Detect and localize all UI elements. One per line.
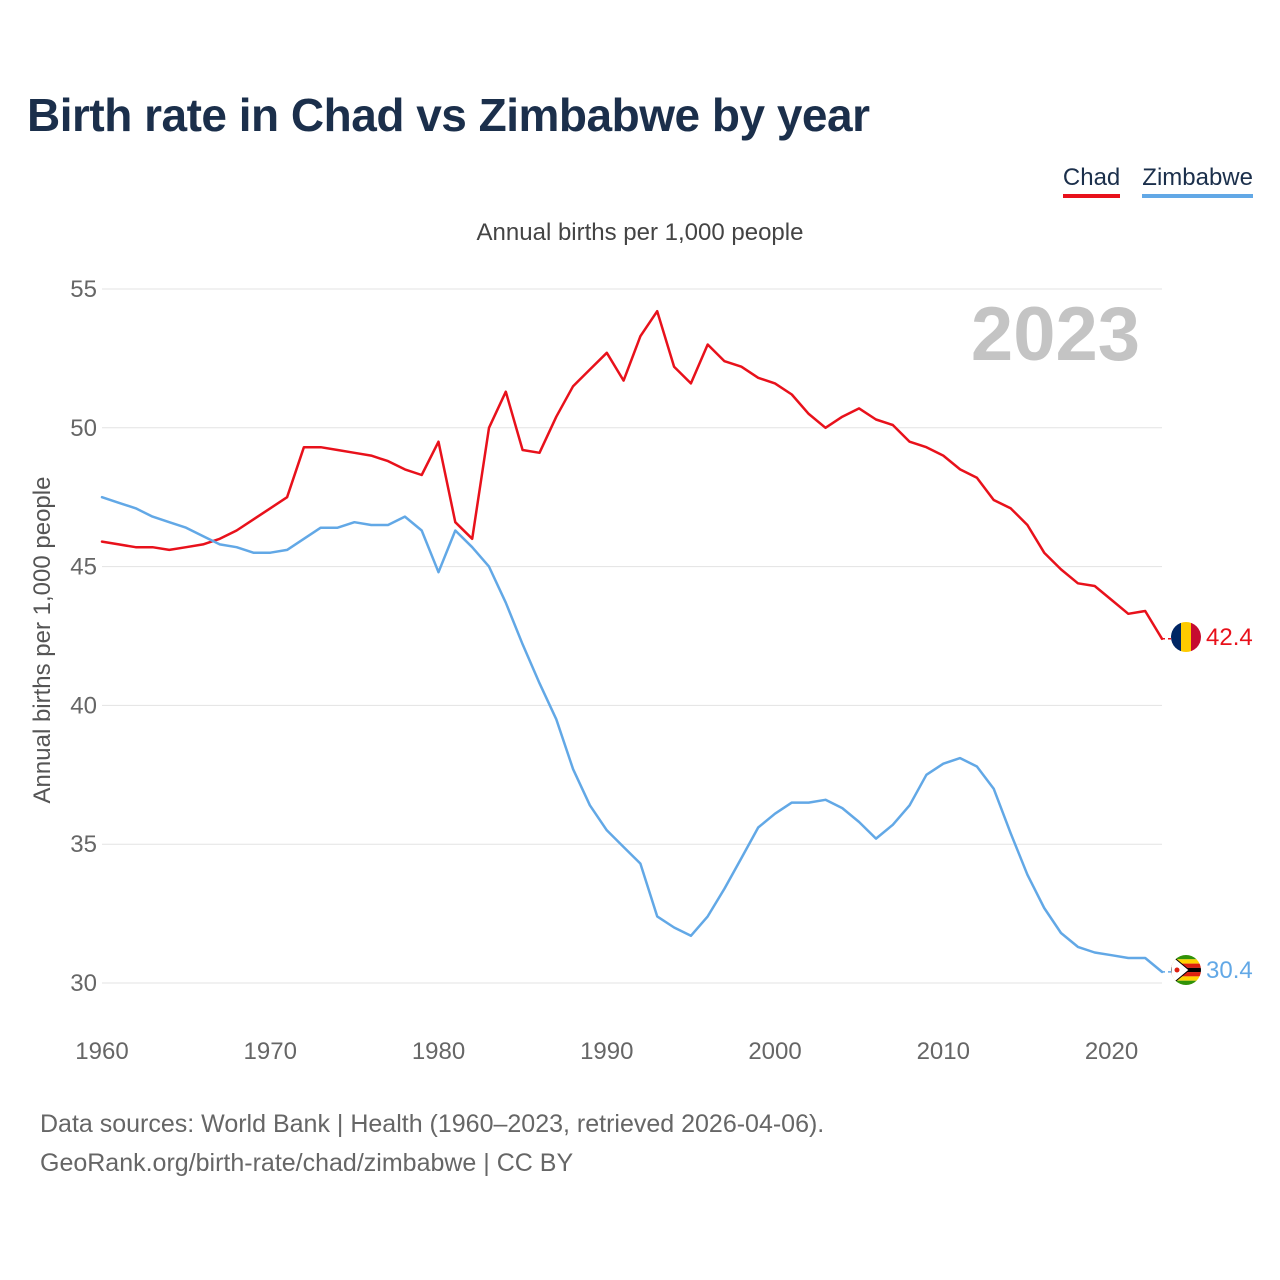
chad-flag-icon bbox=[1171, 622, 1201, 652]
y-axis-label: Annual births per 1,000 people bbox=[29, 477, 56, 804]
x-tick-label-2000: 2000 bbox=[748, 1038, 801, 1065]
x-axis-ticks: 1960 1970 1980 1990 2000 2010 2020 bbox=[75, 1038, 1138, 1065]
chart-title: Birth rate in Chad vs Zimbabwe by year bbox=[27, 89, 870, 141]
x-tick-label-2020: 2020 bbox=[1085, 1038, 1138, 1065]
x-tick-label-1990: 1990 bbox=[580, 1038, 633, 1065]
legend-item-zimbabwe[interactable]: Zimbabwe bbox=[1142, 164, 1253, 198]
chart-subtitle: Annual births per 1,000 people bbox=[477, 219, 804, 246]
x-tick-label-1970: 1970 bbox=[244, 1038, 297, 1065]
data-source-note: Data sources: World Bank | Health (1960–… bbox=[40, 1110, 825, 1138]
y-tick-label-55: 55 bbox=[70, 276, 97, 303]
series-lines bbox=[100, 309, 1172, 974]
x-tick-label-2010: 2010 bbox=[917, 1038, 970, 1065]
x-tick-label-1980: 1980 bbox=[412, 1038, 465, 1065]
y-tick-label-45: 45 bbox=[70, 554, 97, 581]
series-line-zimbabwe bbox=[100, 495, 1164, 974]
y-tick-label-50: 50 bbox=[70, 415, 97, 442]
y-tick-label-40: 40 bbox=[70, 692, 97, 719]
attribution-link[interactable]: GeoRank.org/birth-rate/chad/zimbabwe | C… bbox=[40, 1149, 574, 1177]
x-tick-label-1960: 1960 bbox=[75, 1038, 128, 1065]
series-line-chad bbox=[100, 309, 1164, 641]
legend-item-chad[interactable]: Chad bbox=[1062, 164, 1121, 198]
y-tick-label-30: 30 bbox=[70, 970, 97, 997]
year-watermark: 2023 bbox=[971, 292, 1140, 377]
zimbabwe-flag-icon bbox=[1171, 955, 1201, 985]
end-label-chad: 42.4 bbox=[1206, 624, 1253, 651]
line-chart: Annual births per 1,000 people Annual bi… bbox=[29, 219, 1253, 1065]
legend: Chad Zimbabwe bbox=[1062, 164, 1253, 198]
gridlines bbox=[102, 288, 1162, 984]
footer: Data sources: World Bank | Health (1960–… bbox=[40, 1105, 824, 1183]
y-axis-ticks: 30 35 40 45 50 55 bbox=[70, 276, 97, 997]
end-label-zimbabwe: 30.4 bbox=[1206, 957, 1253, 984]
y-tick-label-35: 35 bbox=[70, 831, 97, 858]
